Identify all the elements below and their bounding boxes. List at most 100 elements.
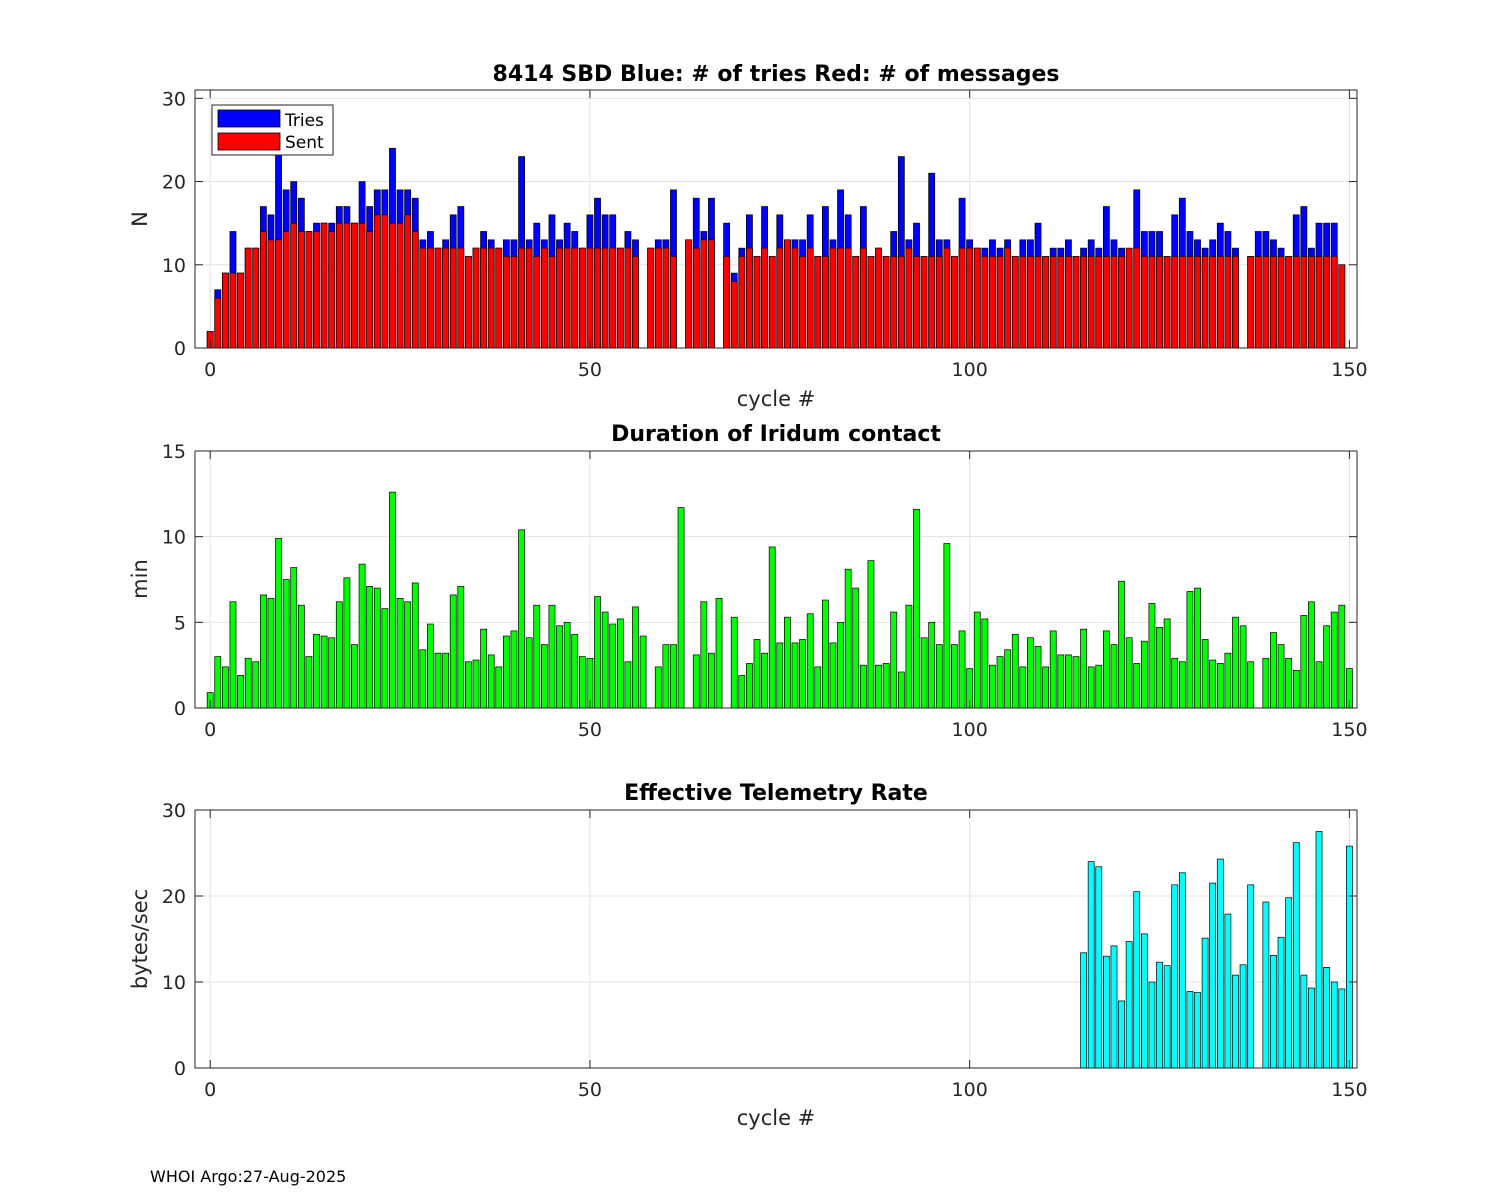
bar-rate-cycle-147 [1323, 967, 1331, 1069]
plot-area [195, 810, 1357, 1068]
bar-sent-cycle-138 [1254, 256, 1262, 349]
bar-duration-cycle-73 [761, 652, 769, 709]
bar-rate-cycle-119 [1110, 945, 1118, 1069]
bar-sent-cycle-6 [252, 247, 260, 349]
bar-duration-cycle-83 [837, 621, 844, 709]
bar-duration-cycle-47 [563, 621, 571, 709]
bar-duration-cycle-64 [692, 654, 700, 709]
bar-sent-cycle-127 [1171, 256, 1179, 349]
bar-sent-cycle-66 [708, 239, 715, 349]
bar-sent-cycle-118 [1102, 256, 1110, 349]
bar-duration-cycle-81 [821, 599, 829, 709]
bar-duration-cycle-74 [768, 546, 776, 709]
bar-sent-cycle-107 [1019, 256, 1027, 349]
bar-duration-cycle-21 [366, 585, 374, 709]
bar-duration-cycle-126 [1163, 618, 1171, 709]
bar-sent-cycle-58 [647, 247, 655, 349]
axes-box [194, 89, 1358, 349]
bar-sent-cycle-149 [1338, 264, 1346, 349]
bar-sent-cycle-93 [913, 256, 920, 349]
bar-sent-cycle-97 [943, 247, 951, 349]
bar-duration-cycle-9 [275, 538, 282, 709]
bar-duration-cycle-123 [1140, 640, 1148, 709]
bar-sent-cycle-128 [1178, 256, 1186, 349]
bar-duration-cycle-72 [753, 639, 761, 709]
bar-duration-cycle-113 [1065, 654, 1072, 709]
bar-duration-cycle-88 [875, 664, 882, 709]
bar-sent-cycle-94 [920, 256, 928, 349]
x-tick-label: 150 [1331, 359, 1367, 381]
bar-sent-cycle-141 [1277, 256, 1285, 349]
bar-duration-cycle-130 [1194, 587, 1201, 709]
bar-duration-cycle-84 [844, 568, 852, 709]
bar-sent-cycle-56 [632, 256, 639, 349]
bar-duration-cycle-20 [358, 563, 366, 709]
bar-rate-cycle-128 [1178, 872, 1186, 1069]
bar-sent-cycle-65 [700, 239, 708, 349]
bar-duration-cycle-55 [624, 661, 632, 709]
bar-duration-cycle-119 [1110, 644, 1118, 709]
bar-rate-cycle-125 [1156, 961, 1163, 1069]
bar-rate-cycle-115 [1080, 952, 1087, 1069]
bar-sent-cycle-100 [966, 247, 974, 349]
bar-duration-cycle-101 [973, 611, 981, 709]
bars [206, 147, 1346, 349]
bar-rate-cycle-148 [1330, 981, 1338, 1069]
bar-duration-cycle-60 [662, 644, 670, 709]
bar-duration-cycle-46 [556, 625, 563, 709]
bar-duration-cycle-143 [1292, 669, 1300, 709]
bar-duration-cycle-120 [1118, 580, 1125, 709]
bar-sent-cycle-29 [427, 247, 434, 349]
bar-rate-cycle-137 [1247, 884, 1255, 1069]
bar-sent-cycle-116 [1087, 256, 1095, 349]
bar-sent-cycle-124 [1148, 256, 1156, 349]
bar-duration-cycle-104 [996, 656, 1004, 709]
bar-duration-cycle-99 [958, 630, 966, 709]
plot-area [195, 90, 1357, 348]
bar-sent-cycle-129 [1186, 256, 1194, 349]
bar-rate-cycle-144 [1300, 974, 1308, 1069]
y-tick-label: 0 [174, 1058, 186, 1080]
bar-duration-cycle-121 [1125, 637, 1133, 709]
ticks: 0 50 100 150 0 10 20 30 [162, 800, 1368, 1101]
bar-sent-cycle-123 [1140, 256, 1148, 349]
bar-duration-cycle-29 [427, 623, 434, 709]
bar-duration-cycle-59 [654, 666, 662, 709]
bar-duration-cycle-87 [867, 560, 875, 709]
bar-duration-cycle-136 [1239, 625, 1247, 709]
axes-box [194, 809, 1358, 1069]
bar-duration-cycle-2 [221, 666, 229, 709]
bar-duration-cycle-80 [814, 666, 822, 709]
bar-duration-cycle-110 [1042, 666, 1050, 709]
bar-sent-cycle-89 [882, 256, 890, 349]
bar-duration-cycle-122 [1133, 663, 1141, 709]
bar-sent-cycle-7 [259, 231, 267, 349]
bar-duration-cycle-106 [1011, 633, 1019, 709]
bar-duration-cycle-96 [935, 644, 943, 709]
bar-sent-cycle-112 [1057, 256, 1065, 349]
bar-sent-cycle-86 [859, 247, 867, 349]
bar-sent-cycle-73 [761, 247, 769, 349]
bar-duration-cycle-37 [487, 654, 495, 709]
x-axis-label: cycle # [737, 1106, 816, 1130]
bar-rate-cycle-130 [1194, 991, 1201, 1069]
bar-sent-cycle-81 [821, 256, 829, 349]
bar-rate-cycle-124 [1148, 981, 1156, 1069]
legend-swatch-tries [217, 109, 281, 128]
bar-duration-cycle-28 [419, 649, 427, 709]
legend-label-sent: Sent [285, 133, 324, 153]
x-tick-label: 50 [578, 359, 602, 381]
bar-sent-cycle-40 [510, 256, 518, 349]
bar-duration-cycle-98 [951, 644, 958, 709]
x-axis-label: cycle # [737, 387, 816, 411]
bar-duration-cycle-33 [457, 585, 465, 709]
bar-sent-cycle-147 [1323, 256, 1331, 349]
bar-duration-cycle-102 [981, 618, 989, 709]
bar-duration-cycle-26 [404, 601, 412, 709]
bar-duration-cycle-142 [1285, 657, 1293, 709]
y-axis-label: min [128, 559, 152, 599]
bar-duration-cycle-79 [806, 613, 814, 709]
bar-duration-cycle-18 [343, 577, 351, 709]
bar-sent-cycle-49 [578, 247, 586, 349]
bar-sent-cycle-75 [776, 247, 784, 349]
